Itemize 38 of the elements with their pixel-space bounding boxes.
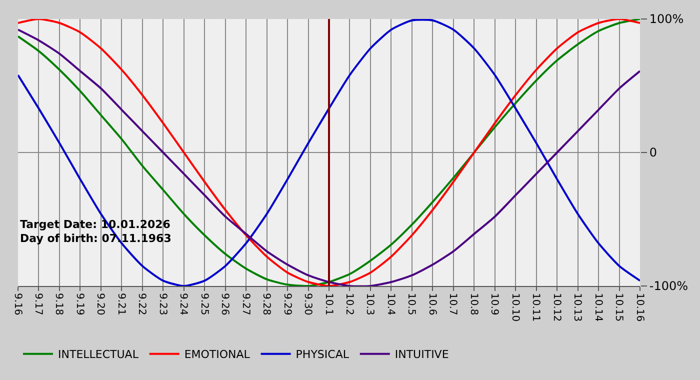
x-tick-label: 9.29 [281, 293, 292, 316]
x-tick-label: 10.4 [384, 293, 396, 316]
x-tick-label: 9.21 [115, 293, 126, 316]
x-tick-label: 10.5 [406, 293, 417, 316]
x-tick-label: 10.7 [447, 293, 458, 316]
x-tick-label: 10.10 [509, 293, 520, 322]
x-tick-label: 9.18 [53, 293, 64, 316]
x-tick-label: 10.16 [634, 293, 645, 322]
x-tick-label: 9.27 [240, 293, 251, 316]
x-tick-label: 10.1 [322, 293, 334, 316]
x-tick-label: 10.2 [343, 293, 354, 316]
x-tick-label: 9.30 [302, 293, 314, 316]
x-tick-label: 10.15 [613, 293, 624, 322]
x-tick-label: 9.16 [12, 293, 23, 316]
x-tick-label: 10.11 [530, 293, 542, 322]
legend-label: EMOTIONAL [184, 348, 251, 362]
y-tick-label: 100% [649, 12, 684, 26]
x-tick-label: 10.9 [488, 293, 500, 316]
y-tick-label: -100% [649, 279, 688, 294]
x-tick-label: 10.8 [468, 293, 479, 316]
x-tick-label: 9.20 [94, 293, 106, 316]
x-tick-label: 9.26 [219, 293, 230, 316]
x-tick-label: 10.14 [592, 293, 604, 322]
x-tick-label: 9.25 [198, 293, 210, 316]
x-tick-label: 9.28 [260, 293, 272, 316]
y-tick-label: 0 [649, 146, 658, 160]
x-tick-label: 9.19 [74, 293, 85, 316]
x-tick-label: 10.3 [364, 293, 376, 316]
x-tick-label: 9.17 [32, 293, 44, 316]
legend-label: INTUITIVE [394, 348, 449, 362]
x-tick-label: 9.22 [136, 293, 148, 316]
x-tick-label: 9.24 [178, 293, 189, 316]
x-tick-label: 10.6 [426, 293, 438, 316]
legend-label: PHYSICAL [296, 348, 350, 362]
x-tick-label: 9.23 [156, 293, 168, 316]
x-tick-label: 10.13 [572, 293, 583, 322]
legend-label: INTELLECTUAL [58, 348, 140, 362]
x-tick-label: 10.12 [550, 293, 562, 322]
